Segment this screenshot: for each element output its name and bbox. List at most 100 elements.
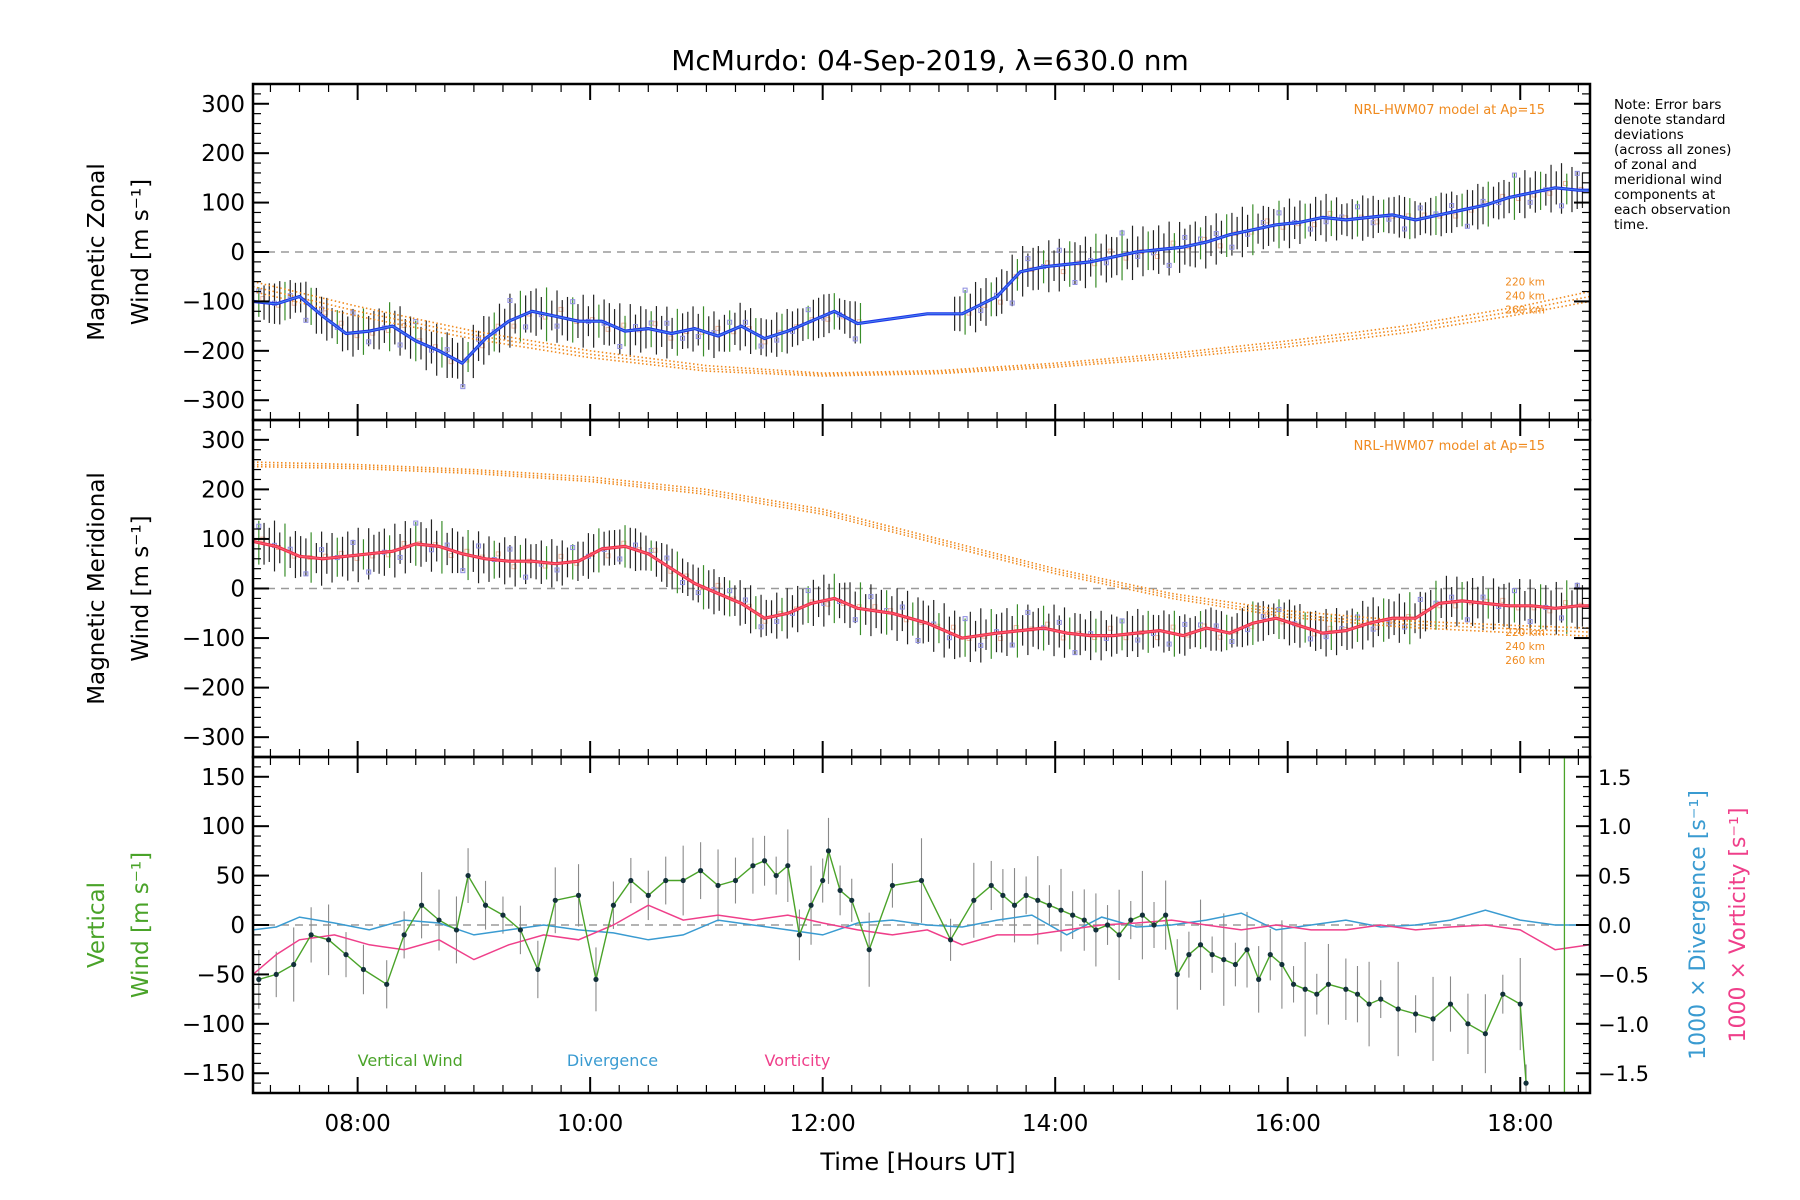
vertical-wind-point: [1139, 912, 1145, 918]
zone-marker: [1056, 247, 1062, 253]
zone-marker: [997, 636, 1003, 642]
vertical-wind-point: [1378, 996, 1384, 1002]
vertical-wind-point: [1163, 912, 1169, 918]
zone-marker: [1217, 243, 1223, 249]
y-tick-label: 0: [230, 240, 245, 266]
y-tick-label: 200: [201, 141, 245, 167]
right-y-tick-label: 1.0: [1598, 815, 1631, 839]
zone-marker: [523, 574, 529, 580]
note-line: (across all zones): [1614, 142, 1732, 158]
zone-marker: [742, 319, 748, 325]
zone-marker: [1170, 240, 1176, 246]
zone-marker: [1386, 216, 1392, 222]
y-axis-label-line2: Wind [m s⁻¹]: [128, 179, 154, 325]
x-tick-label: 16:00: [1255, 1111, 1321, 1137]
zone-marker: [617, 556, 623, 562]
zone-marker: [1154, 635, 1160, 641]
x-axis-tick-labels: 08:00 10:00 12:00 14:00 16:00 18:00: [324, 1111, 1553, 1137]
zone-marker: [664, 555, 670, 561]
y-axis-label-line1: Magnetic Meridional: [84, 472, 110, 705]
model-label: NRL-HWM07 model at Ap=15: [1354, 103, 1545, 118]
model-altitude-label: 240 km: [1505, 291, 1545, 303]
vertical-wind-point: [1081, 917, 1087, 923]
zone-marker: [1229, 244, 1235, 250]
zone-marker: [825, 316, 831, 322]
zone-marker: [448, 552, 454, 558]
zone-marker: [1072, 650, 1078, 656]
vertical-wind-point: [291, 961, 297, 968]
zone-marker: [695, 334, 701, 340]
y-tick-label: 100: [201, 191, 245, 217]
zone-marker: [413, 520, 419, 526]
zone-marker: [570, 545, 576, 551]
y-tick-label: −200: [182, 676, 245, 702]
zone-marker: [1135, 253, 1141, 259]
vertical-wind-point: [1209, 952, 1215, 958]
zone-marker: [523, 324, 529, 330]
zone-marker: [664, 320, 670, 326]
vertical-wind-point: [535, 966, 541, 973]
y-tick-label: 300: [201, 428, 245, 454]
zone-marker: [978, 642, 984, 648]
x-tick-label: 14:00: [1022, 1111, 1088, 1137]
y-tick-label: −300: [182, 388, 245, 414]
zone-marker: [1563, 180, 1569, 186]
zone-marker: [1135, 637, 1141, 643]
zone-marker: [997, 299, 1003, 305]
vertical-wind-point: [918, 877, 925, 884]
zone-marker: [448, 359, 454, 365]
zone-marker: [1213, 231, 1219, 237]
y-tick-label: −100: [182, 289, 245, 315]
vertical-wind-point: [773, 872, 779, 879]
y-tick-label: −100: [182, 626, 245, 652]
note-line: of zonal and: [1614, 157, 1697, 173]
zone-marker: [291, 300, 297, 306]
y-tick-label: −100: [182, 1012, 245, 1038]
zone-marker: [1354, 204, 1360, 210]
divergence-axis-label: 1000 × Divergence [s⁻¹]: [1686, 790, 1711, 1060]
zone-marker: [1500, 597, 1506, 603]
model-curve-240km: [253, 463, 1590, 633]
zone-marker: [1229, 638, 1235, 644]
vertical-wind-point: [889, 882, 896, 889]
vertical-wind-point: [1302, 986, 1308, 992]
vertical-wind-point: [465, 872, 471, 879]
vertical-wind-point: [500, 912, 506, 918]
zone-marker: [1213, 623, 1219, 629]
vertical-wind-point: [1232, 961, 1239, 968]
model-altitude-label: 260 km: [1505, 655, 1545, 667]
right-y-tick-label: 0.5: [1598, 865, 1631, 889]
zone-marker: [460, 568, 466, 574]
zone-marker: [558, 553, 564, 559]
zone-marker: [1025, 609, 1031, 615]
vertical-wind-point: [1093, 927, 1099, 933]
vertical-wind-point: [1430, 1016, 1436, 1022]
zone-marker: [444, 347, 450, 353]
y-tick-label: −200: [182, 339, 245, 365]
note-line: time.: [1614, 217, 1649, 233]
vertical-wind-point: [1186, 952, 1192, 958]
zone-marker: [1170, 624, 1176, 630]
zone-marker: [1182, 621, 1188, 627]
zone-marker: [1182, 234, 1188, 240]
wind-line-highlight: [253, 187, 1590, 364]
vertical-wind-point: [1058, 907, 1064, 913]
legend-vertical-wind: Vertical Wind: [358, 1051, 463, 1070]
zone-marker: [1107, 248, 1113, 254]
zone-marker: [1417, 205, 1423, 211]
zone-marker: [507, 297, 513, 303]
zone-marker: [1480, 594, 1486, 600]
vertical-wind-point: [1279, 961, 1285, 968]
vertical-wind-point: [517, 927, 524, 933]
vertical-wind-point: [628, 877, 634, 884]
vertical-wind-point: [680, 877, 686, 884]
zone-marker: [652, 547, 658, 553]
zone-marker: [617, 343, 623, 349]
zone-marker: [1009, 300, 1015, 306]
vertical-wind-point: [820, 877, 826, 884]
zone-marker: [727, 319, 733, 325]
vertical-wind-point: [256, 976, 262, 982]
zone-marker: [444, 542, 450, 548]
vertical-wind-point: [663, 877, 669, 884]
y-axis-label-line1: Vertical: [84, 882, 110, 968]
